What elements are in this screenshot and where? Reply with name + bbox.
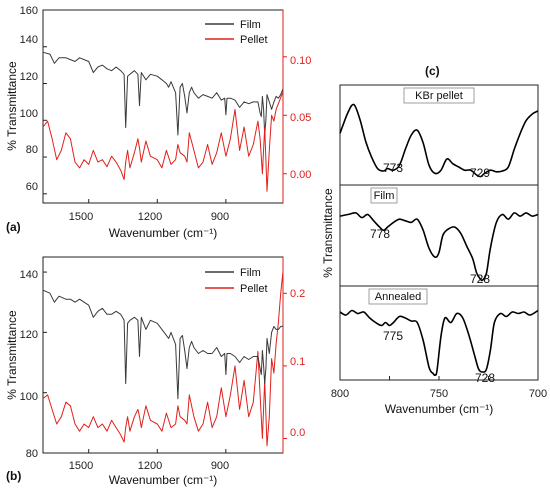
panel-a-xtick-1200: 1200: [138, 211, 162, 223]
panel-a-legend: Film Pellet: [205, 19, 268, 46]
panel-b-ytick-100: 100: [20, 391, 38, 403]
panel-b-ytick-80: 80: [26, 448, 38, 460]
panel-b-ytick-140: 140: [20, 269, 38, 281]
panel-a-film-line: [42, 51, 284, 136]
panel-c-ann-728-film: 728: [470, 272, 490, 286]
panel-c-annealed-line: [339, 309, 539, 376]
panel-c-xtick-750: 750: [430, 388, 448, 400]
panel-a-xtick-1500: 1500: [69, 211, 93, 223]
panel-a-pellet-series: [42, 91, 284, 192]
panel-c-ticks: [339, 376, 539, 380]
panel-a-legend-film: Film: [240, 19, 261, 31]
panel-c-xtick-800: 800: [331, 388, 349, 400]
panel-c-kbr-pellet-line: [339, 103, 539, 178]
panel-c-film-tag-box: [370, 187, 398, 204]
panel-a-ticks: [43, 9, 287, 203]
panel-b-rtick-1: 0.1: [290, 356, 305, 368]
panel-b-rtick-2: 0.2: [290, 288, 305, 300]
panel-a-legend-pellet: Pellet: [240, 34, 268, 46]
panel-c-kbr-tag-box: [403, 87, 475, 104]
panel-b-legend: Film Pellet: [205, 267, 268, 295]
panel-c-kbr-tag: KBr pellet: [415, 90, 463, 102]
panel-c-annealed-tag-box: [368, 288, 428, 305]
panel-b-ytick-120: 120: [20, 329, 38, 341]
panel-c-annealed-tag: Annealed: [375, 291, 422, 303]
panel-a: 1500 1200 900 60 80 100 120 140 160 0.00…: [5, 5, 311, 240]
panel-b-xtick-1200: 1200: [138, 460, 162, 472]
panel-a-ytick-60: 60: [26, 181, 38, 193]
panel-a-label: (a): [6, 220, 21, 234]
panel-c-ylabel: % Transmittance: [321, 188, 335, 278]
panel-a-ytick-160: 160: [20, 5, 38, 17]
panel-c-film-series: [339, 212, 539, 282]
panel-a-rtick-0: 0.00: [290, 169, 311, 181]
panel-c-ann-775: 775: [383, 329, 403, 343]
panel-a-xtick-900: 900: [211, 211, 229, 223]
panel-c-xlabel: Wavenumber (cm⁻¹): [385, 402, 494, 416]
panel-c-annealed-series: [339, 309, 539, 376]
panel-b-legend-pellet: Pellet: [240, 283, 268, 295]
panel-c-ann-773: 773: [383, 161, 403, 175]
panel-b-pellet-line: [42, 271, 284, 447]
panel-a-pellet-line: [42, 91, 284, 192]
panel-b-film-series: [42, 289, 283, 400]
panel-a-ytick-140: 140: [20, 34, 38, 46]
panel-a-xlabel: Wavenumber (cm⁻¹): [109, 226, 218, 240]
panel-a-ytick-100: 100: [20, 108, 38, 120]
panel-b-xlabel: Wavenumber (cm⁻¹): [109, 473, 218, 487]
panel-a-ytick-80: 80: [26, 144, 38, 156]
panel-c-film-line: [339, 212, 539, 282]
panel-c-xtick-700: 700: [529, 388, 547, 400]
panel-c-ann-728-annealed: 728: [475, 371, 495, 385]
panel-c-kbr-series: [339, 103, 539, 178]
panel-b-ylabel: % Transmittance: [5, 310, 19, 400]
panel-a-rtick-2: 0.10: [290, 55, 311, 67]
panel-b-xtick-1500: 1500: [69, 460, 93, 472]
panel-b-pellet-series: [42, 271, 284, 447]
panel-a-ytick-120: 120: [20, 71, 38, 83]
panel-c: (c) KBr pellet Film Annealed 773 729 778…: [321, 64, 547, 416]
panel-c-ann-729: 729: [470, 166, 490, 180]
panel-c-film-tag: Film: [374, 190, 395, 202]
panel-a-rtick-1: 0.05: [290, 112, 311, 124]
panel-b-xtick-900: 900: [211, 460, 229, 472]
panel-b: 1500 1200 900 80 100 120 140 0.0 0.1 0.2…: [5, 256, 305, 487]
panel-b-rtick-0: 0.0: [290, 427, 305, 439]
panel-b-film-line: [42, 289, 283, 400]
panel-b-legend-film: Film: [240, 267, 261, 279]
panel-a-film-series: [42, 51, 284, 136]
panel-b-ticks: [43, 257, 287, 454]
panel-a-ylabel: % Transmittance: [5, 61, 19, 151]
panel-c-label: (c): [425, 64, 440, 78]
panel-b-label: (b): [6, 469, 21, 483]
panel-c-ann-778: 778: [370, 227, 390, 241]
